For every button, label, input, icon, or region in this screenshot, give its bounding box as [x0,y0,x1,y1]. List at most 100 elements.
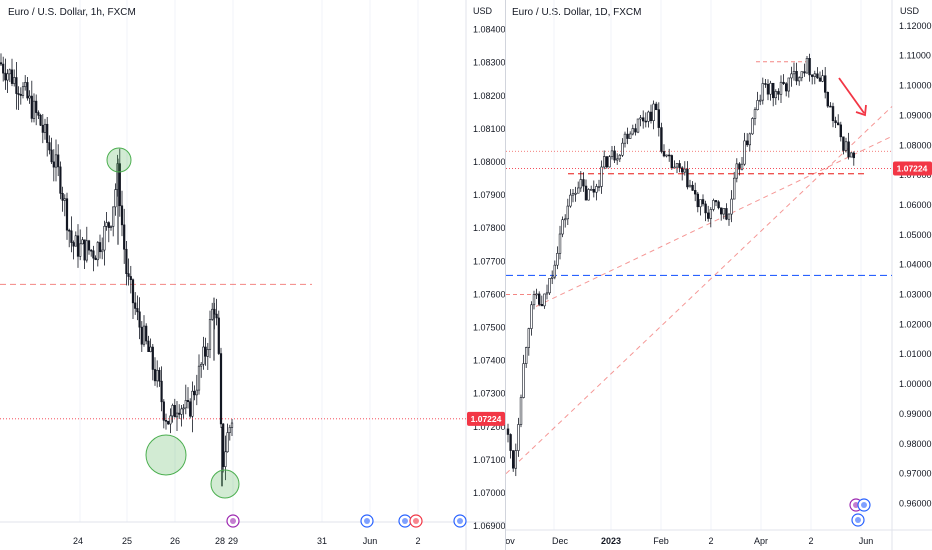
candle[interactable] [535,288,538,300]
candle[interactable] [597,179,601,192]
candle[interactable] [844,137,848,153]
candle[interactable] [738,162,741,176]
candle[interactable] [657,102,660,137]
candle[interactable] [623,131,627,148]
candle[interactable] [818,71,822,82]
candle[interactable] [206,342,209,370]
candle[interactable] [831,102,835,128]
candle[interactable] [151,344,154,381]
candle[interactable] [197,354,201,395]
candle[interactable] [94,255,97,261]
candle[interactable] [813,70,816,85]
candle[interactable] [852,151,855,166]
candle[interactable] [138,297,141,340]
candle[interactable] [171,403,174,423]
candle[interactable] [610,145,614,160]
candle[interactable] [0,53,3,66]
swing-low-highlight[interactable] [145,434,187,476]
candle[interactable] [4,58,7,90]
candle[interactable] [678,160,681,173]
candle[interactable] [753,107,757,126]
candle[interactable] [19,87,22,105]
candle[interactable] [730,190,733,223]
candle[interactable] [506,423,510,443]
candle[interactable] [777,88,780,101]
candle[interactable] [160,366,163,412]
candle[interactable] [681,166,684,181]
candle[interactable] [52,149,55,182]
candle[interactable] [696,191,699,213]
candle[interactable] [28,90,31,104]
candle[interactable] [63,194,66,217]
candle[interactable] [725,203,728,221]
candle[interactable] [228,424,231,441]
candle[interactable] [8,68,11,83]
candle[interactable] [21,82,25,99]
candle[interactable] [849,152,853,158]
candle[interactable] [644,112,647,128]
candle[interactable] [655,101,658,111]
candle[interactable] [631,124,635,136]
candle[interactable] [774,89,777,105]
candle[interactable] [556,246,559,270]
candle[interactable] [50,137,53,165]
candle[interactable] [608,155,611,168]
candle[interactable] [701,194,705,207]
candle[interactable] [766,79,770,101]
candle[interactable] [717,200,720,210]
candle[interactable] [68,228,71,248]
candle[interactable] [727,213,731,226]
candle[interactable] [169,408,172,434]
candle[interactable] [537,291,541,307]
candle[interactable] [65,192,69,240]
candle[interactable] [112,206,115,237]
candle[interactable] [129,265,132,294]
candle[interactable] [208,310,212,359]
candle[interactable] [180,405,183,427]
candle[interactable] [647,110,650,128]
candle[interactable] [805,55,809,74]
candle[interactable] [810,74,814,85]
candle[interactable] [714,200,718,207]
candle[interactable] [217,310,220,356]
down-arrow[interactable] [838,77,865,114]
candle[interactable] [561,216,564,238]
candle[interactable] [761,77,764,105]
candle[interactable] [211,302,214,321]
candle[interactable] [792,62,796,81]
candle[interactable] [584,179,588,201]
candle[interactable] [808,53,811,82]
candle[interactable] [595,183,598,201]
candle[interactable] [590,185,593,191]
candle[interactable] [103,220,106,266]
candle[interactable] [118,148,121,217]
swing-low-highlight[interactable] [210,469,240,499]
candle[interactable] [829,102,832,108]
daily-chart-pane[interactable]: Euro / U.S. Dollar, 1D, FXCM USD 1.12000 1… [506,0,932,550]
candle[interactable] [76,224,80,268]
candle[interactable] [514,443,517,477]
candle[interactable] [79,229,82,261]
candle[interactable] [649,104,653,124]
candle[interactable] [566,198,570,225]
candle[interactable] [694,182,697,202]
candle[interactable] [2,56,5,82]
candle[interactable] [184,384,187,415]
candle[interactable] [740,156,744,171]
candle[interactable] [574,186,577,202]
candle[interactable] [59,161,62,200]
hourly-chart-pane[interactable]: Euro / U.S. Dollar, 1h, FXCM USD 1.08400 1… [0,0,505,550]
candle[interactable] [511,450,515,472]
candle[interactable] [569,189,572,208]
candle[interactable] [70,216,73,253]
candle[interactable] [189,398,192,419]
candle[interactable] [131,278,135,319]
candle[interactable] [54,139,58,182]
candle[interactable] [662,144,666,158]
candle[interactable] [735,158,738,183]
candle[interactable] [720,207,723,221]
candle[interactable] [120,190,124,237]
candle[interactable] [98,234,102,259]
candle[interactable] [107,221,110,243]
candle[interactable] [156,360,159,388]
